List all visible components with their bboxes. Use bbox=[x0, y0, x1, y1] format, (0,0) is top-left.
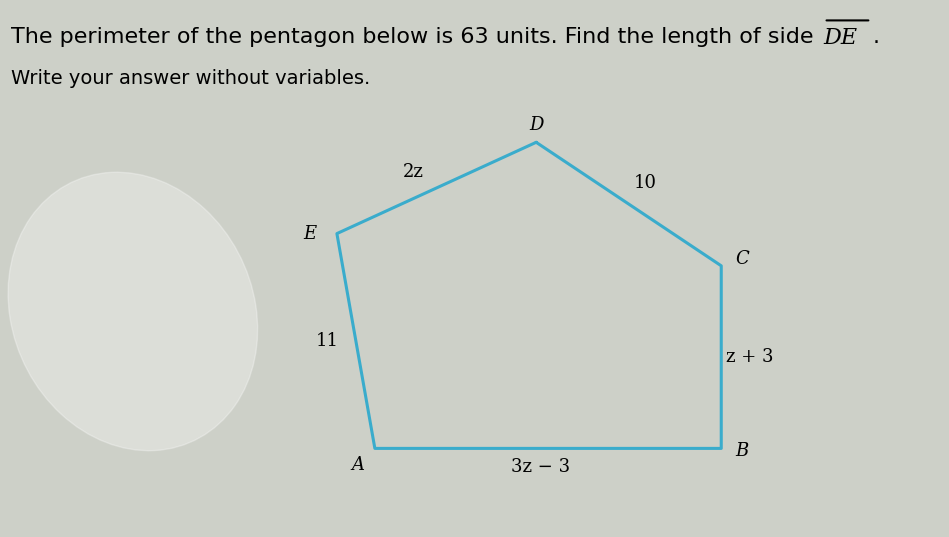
Text: A: A bbox=[351, 455, 364, 474]
Text: 2z: 2z bbox=[402, 163, 423, 181]
Text: 10: 10 bbox=[634, 173, 657, 192]
Text: 3z − 3: 3z − 3 bbox=[512, 458, 570, 476]
Text: .: . bbox=[873, 27, 880, 47]
Text: E: E bbox=[304, 224, 317, 243]
Text: DE: DE bbox=[824, 27, 858, 49]
Text: C: C bbox=[735, 250, 749, 268]
Text: B: B bbox=[735, 442, 749, 460]
Text: The perimeter of the pentagon below is 63 units. Find the length of side: The perimeter of the pentagon below is 6… bbox=[11, 27, 821, 47]
Text: D: D bbox=[529, 116, 544, 134]
Text: Write your answer without variables.: Write your answer without variables. bbox=[11, 69, 371, 88]
Ellipse shape bbox=[9, 172, 257, 451]
Text: z + 3: z + 3 bbox=[726, 348, 773, 366]
Text: 11: 11 bbox=[316, 332, 339, 350]
